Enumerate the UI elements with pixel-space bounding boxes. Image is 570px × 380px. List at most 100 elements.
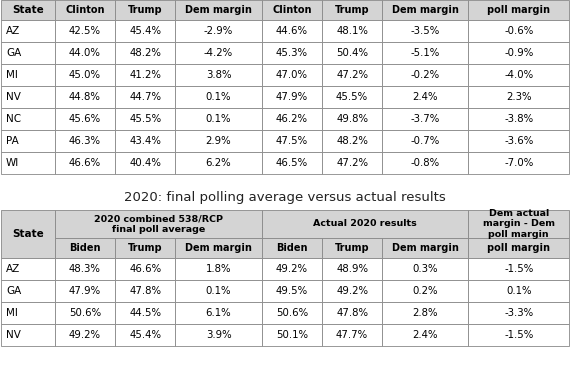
Bar xyxy=(1,42,55,64)
Bar xyxy=(115,238,176,258)
Bar xyxy=(55,210,262,238)
Bar xyxy=(55,130,115,152)
Text: 49.2%: 49.2% xyxy=(276,264,308,274)
Bar xyxy=(382,108,469,130)
Text: Dem margin: Dem margin xyxy=(185,5,252,15)
Bar xyxy=(1,86,55,108)
Bar xyxy=(469,20,569,42)
Bar xyxy=(262,302,322,324)
Bar xyxy=(176,302,262,324)
Bar xyxy=(55,302,115,324)
Text: 49.2%: 49.2% xyxy=(69,330,101,340)
Bar xyxy=(115,130,176,152)
Text: Clinton: Clinton xyxy=(272,5,312,15)
Text: 46.5%: 46.5% xyxy=(276,158,308,168)
Bar xyxy=(469,258,569,280)
Bar xyxy=(322,302,382,324)
Text: 2.4%: 2.4% xyxy=(413,330,438,340)
Bar xyxy=(382,302,469,324)
Bar xyxy=(322,324,382,346)
Text: 46.6%: 46.6% xyxy=(69,158,101,168)
Bar xyxy=(262,152,322,174)
Text: 50.6%: 50.6% xyxy=(276,308,308,318)
Bar xyxy=(382,280,469,302)
Text: 2020 combined 538/RCP
final poll average: 2020 combined 538/RCP final poll average xyxy=(93,214,223,234)
Text: WI: WI xyxy=(6,158,19,168)
Text: PA: PA xyxy=(6,136,19,146)
Bar xyxy=(55,324,115,346)
Text: -5.1%: -5.1% xyxy=(411,48,440,58)
Text: 49.5%: 49.5% xyxy=(276,286,308,296)
Bar xyxy=(382,152,469,174)
Bar xyxy=(469,86,569,108)
Bar xyxy=(1,210,55,258)
Bar xyxy=(322,130,382,152)
Text: 47.9%: 47.9% xyxy=(276,92,308,102)
Bar xyxy=(176,280,262,302)
Bar xyxy=(55,86,115,108)
Bar xyxy=(115,0,176,20)
Text: 40.4%: 40.4% xyxy=(129,158,161,168)
Text: 46.2%: 46.2% xyxy=(276,114,308,124)
Bar xyxy=(262,324,322,346)
Text: NV: NV xyxy=(6,330,21,340)
Text: 0.1%: 0.1% xyxy=(506,286,531,296)
Bar xyxy=(469,0,569,20)
Bar xyxy=(469,152,569,174)
Bar xyxy=(322,152,382,174)
Bar xyxy=(382,0,469,20)
Bar xyxy=(176,20,262,42)
Bar xyxy=(115,324,176,346)
Bar xyxy=(469,280,569,302)
Bar xyxy=(115,108,176,130)
Text: poll margin: poll margin xyxy=(487,243,550,253)
Text: 48.9%: 48.9% xyxy=(336,264,368,274)
Text: 3.8%: 3.8% xyxy=(206,70,231,80)
Text: MI: MI xyxy=(6,70,18,80)
Bar xyxy=(262,42,322,64)
Bar xyxy=(469,302,569,324)
Bar xyxy=(115,258,176,280)
Bar xyxy=(115,86,176,108)
Text: GA: GA xyxy=(6,286,21,296)
Text: 0.1%: 0.1% xyxy=(206,114,231,124)
Text: -0.2%: -0.2% xyxy=(411,70,440,80)
Bar xyxy=(176,86,262,108)
Text: State: State xyxy=(12,5,44,15)
Bar xyxy=(55,0,115,20)
Text: 48.2%: 48.2% xyxy=(129,48,161,58)
Text: 48.3%: 48.3% xyxy=(69,264,101,274)
Bar xyxy=(1,152,55,174)
Bar xyxy=(469,108,569,130)
Text: 47.2%: 47.2% xyxy=(336,158,368,168)
Text: 43.4%: 43.4% xyxy=(129,136,161,146)
Bar xyxy=(176,42,262,64)
Text: 48.2%: 48.2% xyxy=(336,136,368,146)
Bar xyxy=(262,64,322,86)
Text: Dem margin: Dem margin xyxy=(392,243,459,253)
Text: Clinton: Clinton xyxy=(65,5,105,15)
Bar xyxy=(262,20,322,42)
Text: 46.3%: 46.3% xyxy=(69,136,101,146)
Text: 44.5%: 44.5% xyxy=(129,308,161,318)
Text: 50.4%: 50.4% xyxy=(336,48,368,58)
Bar xyxy=(322,238,382,258)
Text: 6.2%: 6.2% xyxy=(206,158,231,168)
Bar xyxy=(1,0,55,20)
Text: Actual 2020 results: Actual 2020 results xyxy=(313,220,417,228)
Text: 2020: final polling average versus actual results: 2020: final polling average versus actua… xyxy=(124,192,446,204)
Text: 45.6%: 45.6% xyxy=(69,114,101,124)
Text: 1.8%: 1.8% xyxy=(206,264,231,274)
Text: -3.8%: -3.8% xyxy=(504,114,534,124)
Text: 44.6%: 44.6% xyxy=(276,26,308,36)
Text: 42.5%: 42.5% xyxy=(69,26,101,36)
Text: 0.1%: 0.1% xyxy=(206,92,231,102)
Text: 47.7%: 47.7% xyxy=(336,330,368,340)
Bar xyxy=(322,108,382,130)
Bar xyxy=(55,20,115,42)
Text: 47.5%: 47.5% xyxy=(276,136,308,146)
Bar xyxy=(262,86,322,108)
Bar xyxy=(1,64,55,86)
Bar xyxy=(176,152,262,174)
Text: 0.3%: 0.3% xyxy=(413,264,438,274)
